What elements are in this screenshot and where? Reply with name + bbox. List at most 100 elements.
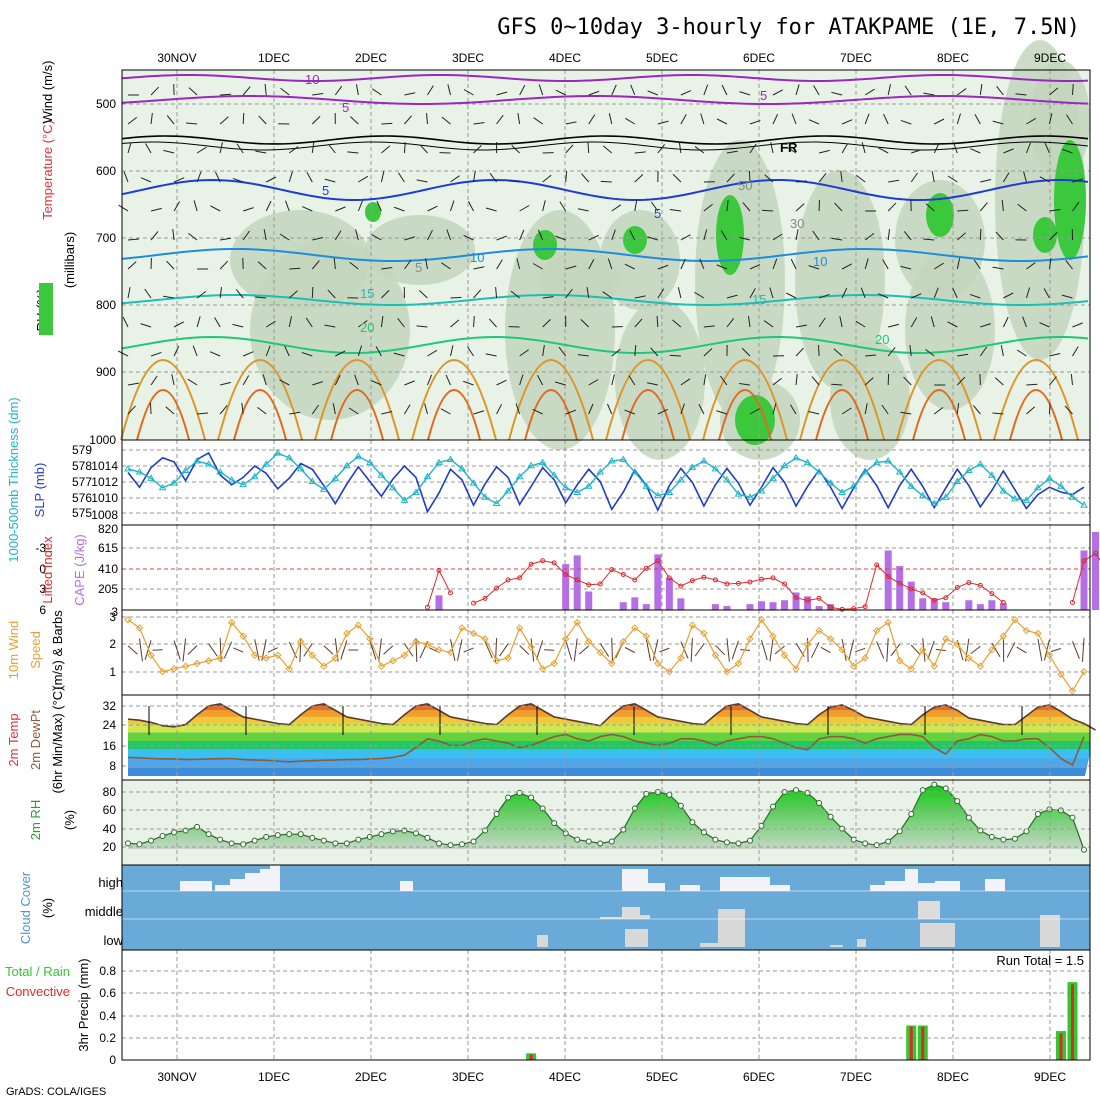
wind-barb [647, 90, 659, 96]
wind-barb [416, 325, 428, 328]
y-tick-pressure: 700 [96, 231, 116, 245]
wind-barb [1081, 638, 1085, 662]
y-tick-pressure: 1000 [89, 433, 116, 447]
wind-barb [419, 144, 428, 154]
isotherm-30 [912, 389, 967, 441]
wind-barb [680, 641, 689, 659]
wind-speed-point [1080, 667, 1088, 676]
cloud-level-label: high [98, 875, 123, 890]
wind-barb [739, 237, 751, 241]
wind-barb [1001, 200, 1004, 212]
cape-bar [573, 555, 581, 610]
thickness-point [354, 452, 363, 459]
wind-barb [979, 202, 988, 212]
wind-barb [519, 85, 526, 96]
cloud-high-bar [180, 881, 212, 891]
freezing-level-2 [121, 141, 1089, 151]
lifted-index-point [1000, 599, 1006, 605]
wind-barb [881, 404, 889, 415]
wind-barb [588, 379, 599, 386]
rh-point [919, 787, 926, 794]
lifted-index-point [1069, 599, 1075, 605]
wind-barb [608, 113, 613, 125]
y-tick-precip: 0 [109, 1053, 116, 1067]
wind-barb [911, 293, 922, 299]
wind-barb [611, 638, 613, 662]
temp-band [128, 741, 1090, 750]
thickness-point [642, 482, 651, 489]
wind-barb [672, 173, 682, 183]
rh-point [505, 794, 512, 801]
temp-band [128, 767, 1090, 776]
thickness-point [584, 482, 593, 489]
wind-barb [288, 290, 298, 299]
wind-speed-point [861, 654, 869, 662]
wind-barb [716, 410, 728, 415]
wind-barb [586, 287, 590, 299]
wind-speed-point [688, 621, 697, 629]
wind-barb [450, 175, 460, 183]
thickness-point [342, 461, 351, 469]
cape-bar [907, 581, 915, 610]
wind-barb [404, 380, 415, 386]
wind-barb [1015, 93, 1027, 96]
wind-barb [127, 645, 138, 655]
cloud-high-bar [905, 869, 918, 891]
wind-barb [383, 645, 394, 655]
lifted-index-point [874, 562, 880, 568]
cape-bar [757, 601, 765, 610]
wind-barb [312, 237, 324, 241]
thickness-point [227, 475, 236, 483]
wind-barb [381, 122, 393, 125]
wind-barb [876, 641, 885, 659]
wind-speed-point [515, 624, 524, 632]
wind-speed-point [826, 635, 835, 643]
wind-speed-point [435, 646, 443, 654]
wind-barb [1026, 117, 1037, 125]
wind-barb [1072, 641, 1080, 659]
wind-barb [810, 642, 820, 658]
wind-barb [1023, 171, 1027, 183]
contour-label: 15 [360, 286, 374, 301]
wind-barb [404, 404, 411, 415]
rh-point [954, 798, 961, 805]
wind-barb [355, 229, 359, 241]
thickness-point [907, 482, 916, 489]
wind-barb [726, 318, 735, 328]
wind-speed-point [757, 616, 766, 624]
wind-barb [588, 114, 596, 125]
lifted-index-point [920, 590, 926, 596]
wind-barb [1025, 142, 1031, 154]
wind-barb [349, 116, 359, 125]
thickness-point [665, 488, 674, 496]
wind-barb [763, 320, 774, 328]
lifted-index-point [424, 604, 430, 610]
lifted-index-point [643, 565, 649, 571]
cloud-high-bar [245, 873, 260, 891]
thickness-point [193, 457, 201, 464]
wind-barb [510, 290, 520, 299]
y-tick-precip: 0.4 [99, 1009, 116, 1023]
wind-barb [340, 640, 348, 660]
thickness-point [515, 472, 524, 480]
wind-barb [254, 639, 260, 661]
isotherm-25 [993, 359, 1080, 441]
wind-barb [144, 640, 152, 660]
wind-speed-point [1045, 651, 1054, 659]
wind-barb [542, 345, 545, 357]
wind-barb [358, 320, 368, 328]
rh-point [424, 834, 431, 841]
y-label-wind-barbs: (m/s) & Barbs [50, 610, 65, 690]
wind-barb [703, 203, 713, 212]
rh-point [366, 833, 373, 840]
wind-barb [611, 204, 622, 212]
cape-bar [642, 604, 650, 610]
wind-barb [587, 141, 590, 154]
rh-point [908, 811, 915, 817]
wind-barb [127, 287, 131, 299]
thickness-point [1045, 474, 1054, 481]
isotherm-25 [799, 359, 886, 441]
wind-barb [577, 354, 589, 357]
wind-barb [519, 645, 530, 655]
contour-label: 5 [342, 100, 349, 115]
